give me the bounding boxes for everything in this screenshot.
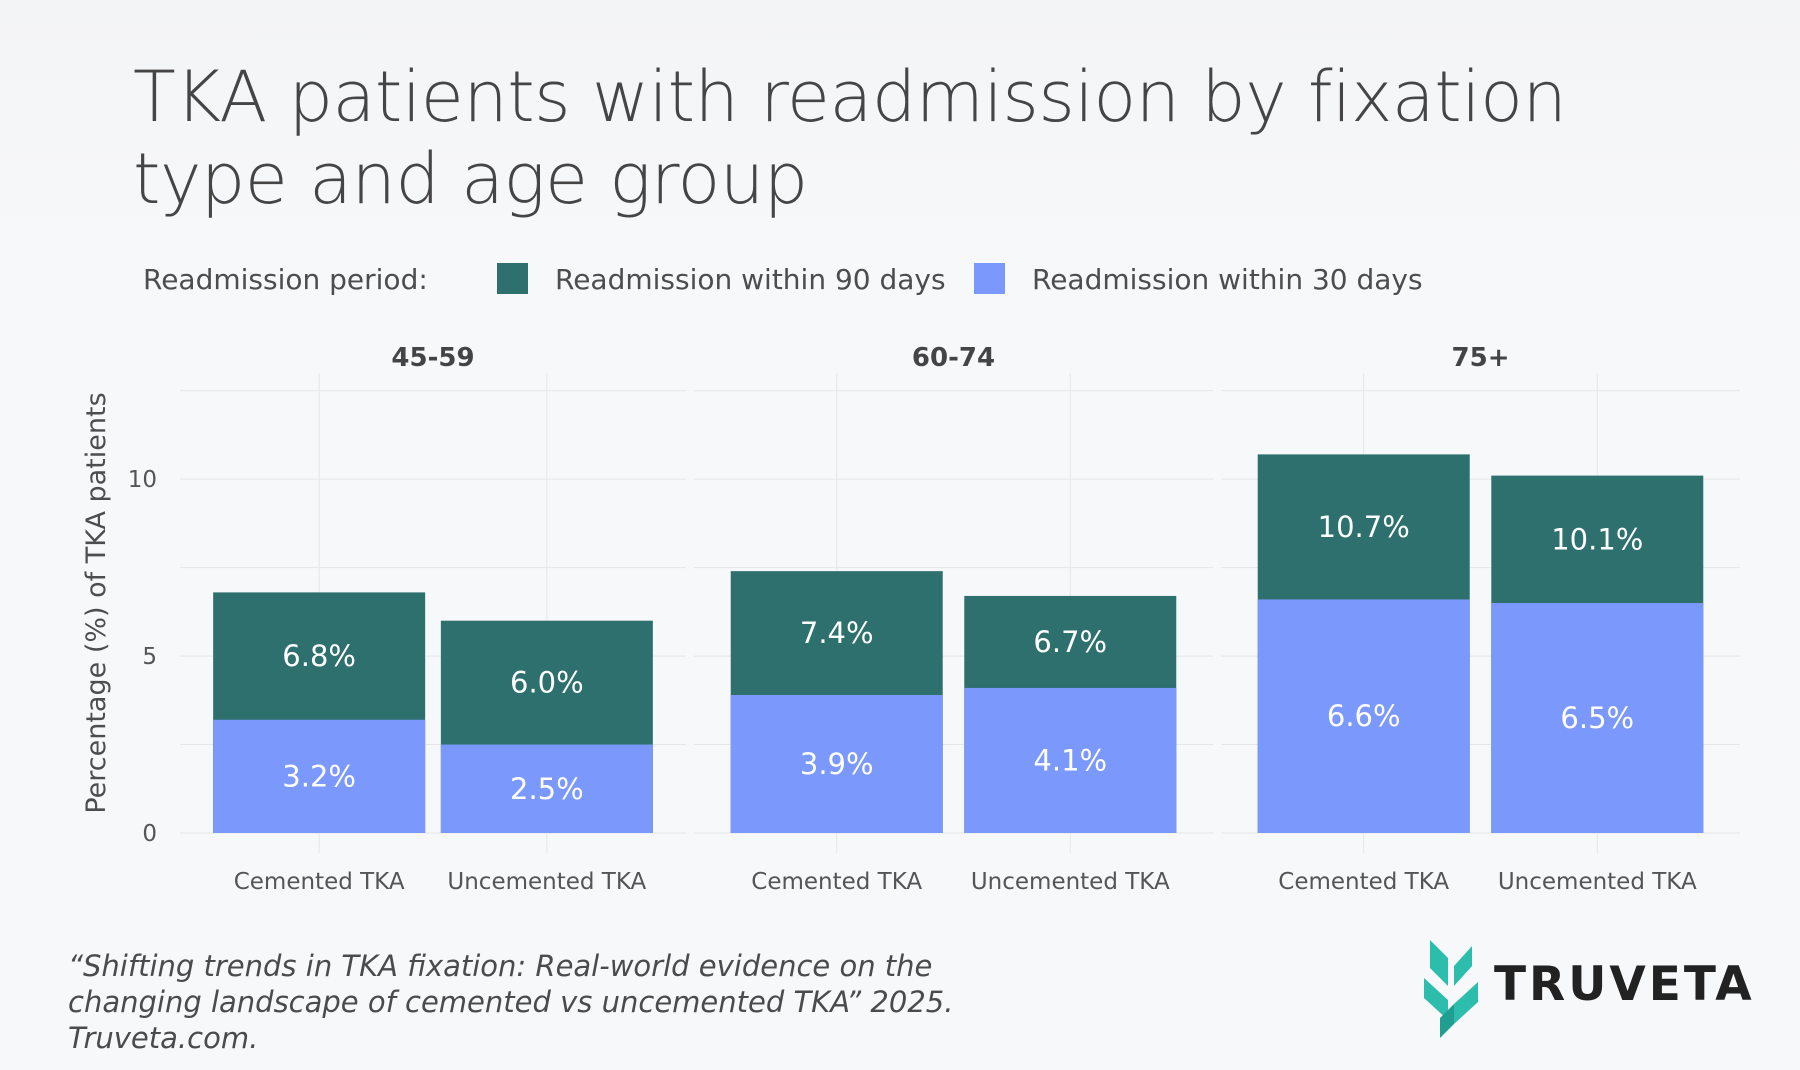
x-tick-label: Uncemented TKA xyxy=(1498,869,1697,895)
data-label-d90: 10.1% xyxy=(1551,522,1643,556)
legend-swatch-d30 xyxy=(974,263,1005,294)
bar-d30-75+-cemented xyxy=(1257,599,1470,833)
title-band xyxy=(0,0,1800,250)
x-tick-label: Cemented TKA xyxy=(234,869,405,895)
bar-d30-75+-uncemented xyxy=(1491,603,1704,833)
data-label-d30: 6.6% xyxy=(1327,699,1401,733)
bar-d30-45-59-cemented xyxy=(213,719,426,833)
y-tick-label: 5 xyxy=(142,644,157,670)
x-tick-label: Uncemented TKA xyxy=(971,869,1170,895)
data-label-d90: 10.7% xyxy=(1318,510,1410,544)
x-tick-label: Cemented TKA xyxy=(751,869,922,895)
y-tick-label: 0 xyxy=(142,821,157,847)
x-tick-label: Cemented TKA xyxy=(1278,869,1449,895)
truveta-wordmark: TRUVETA xyxy=(1494,957,1755,1012)
data-label-d30: 6.5% xyxy=(1560,701,1634,735)
facet-label: 60-74 xyxy=(912,343,995,373)
facet-label: 75+ xyxy=(1452,343,1510,373)
data-label-d90: 6.7% xyxy=(1033,625,1107,659)
legend-label-d90: Readmission within 90 days xyxy=(555,263,946,296)
data-label-d90: 6.0% xyxy=(510,666,584,700)
data-label-d30: 3.9% xyxy=(800,747,874,781)
bar-d30-60-74-uncemented xyxy=(964,687,1177,833)
facet-label: 45-59 xyxy=(391,343,474,373)
legend-title: Readmission period: xyxy=(143,263,428,296)
data-label-d30: 4.1% xyxy=(1033,743,1107,777)
x-tick-label: Uncemented TKA xyxy=(447,869,646,895)
chart-title: TKA patients with readmission by fixatio… xyxy=(133,56,1567,220)
bar-d30-60-74-cemented xyxy=(730,695,943,833)
legend-swatch-d90 xyxy=(497,263,528,294)
y-axis-title: Percentage (%) of TKA patients xyxy=(81,392,112,813)
data-label-d30: 2.5% xyxy=(510,772,584,806)
bar-d30-45-59-uncemented xyxy=(440,744,653,833)
citation-caption: “Shifting trends in TKA fixation: Real-w… xyxy=(68,949,954,1055)
y-tick-label: 10 xyxy=(128,467,157,493)
data-label-d30: 3.2% xyxy=(282,759,356,793)
legend-label-d30: Readmission within 30 days xyxy=(1032,263,1423,296)
data-label-d90: 6.8% xyxy=(282,639,356,673)
truveta-logo-icon xyxy=(1424,940,1478,1038)
data-label-d90: 7.4% xyxy=(800,616,874,650)
